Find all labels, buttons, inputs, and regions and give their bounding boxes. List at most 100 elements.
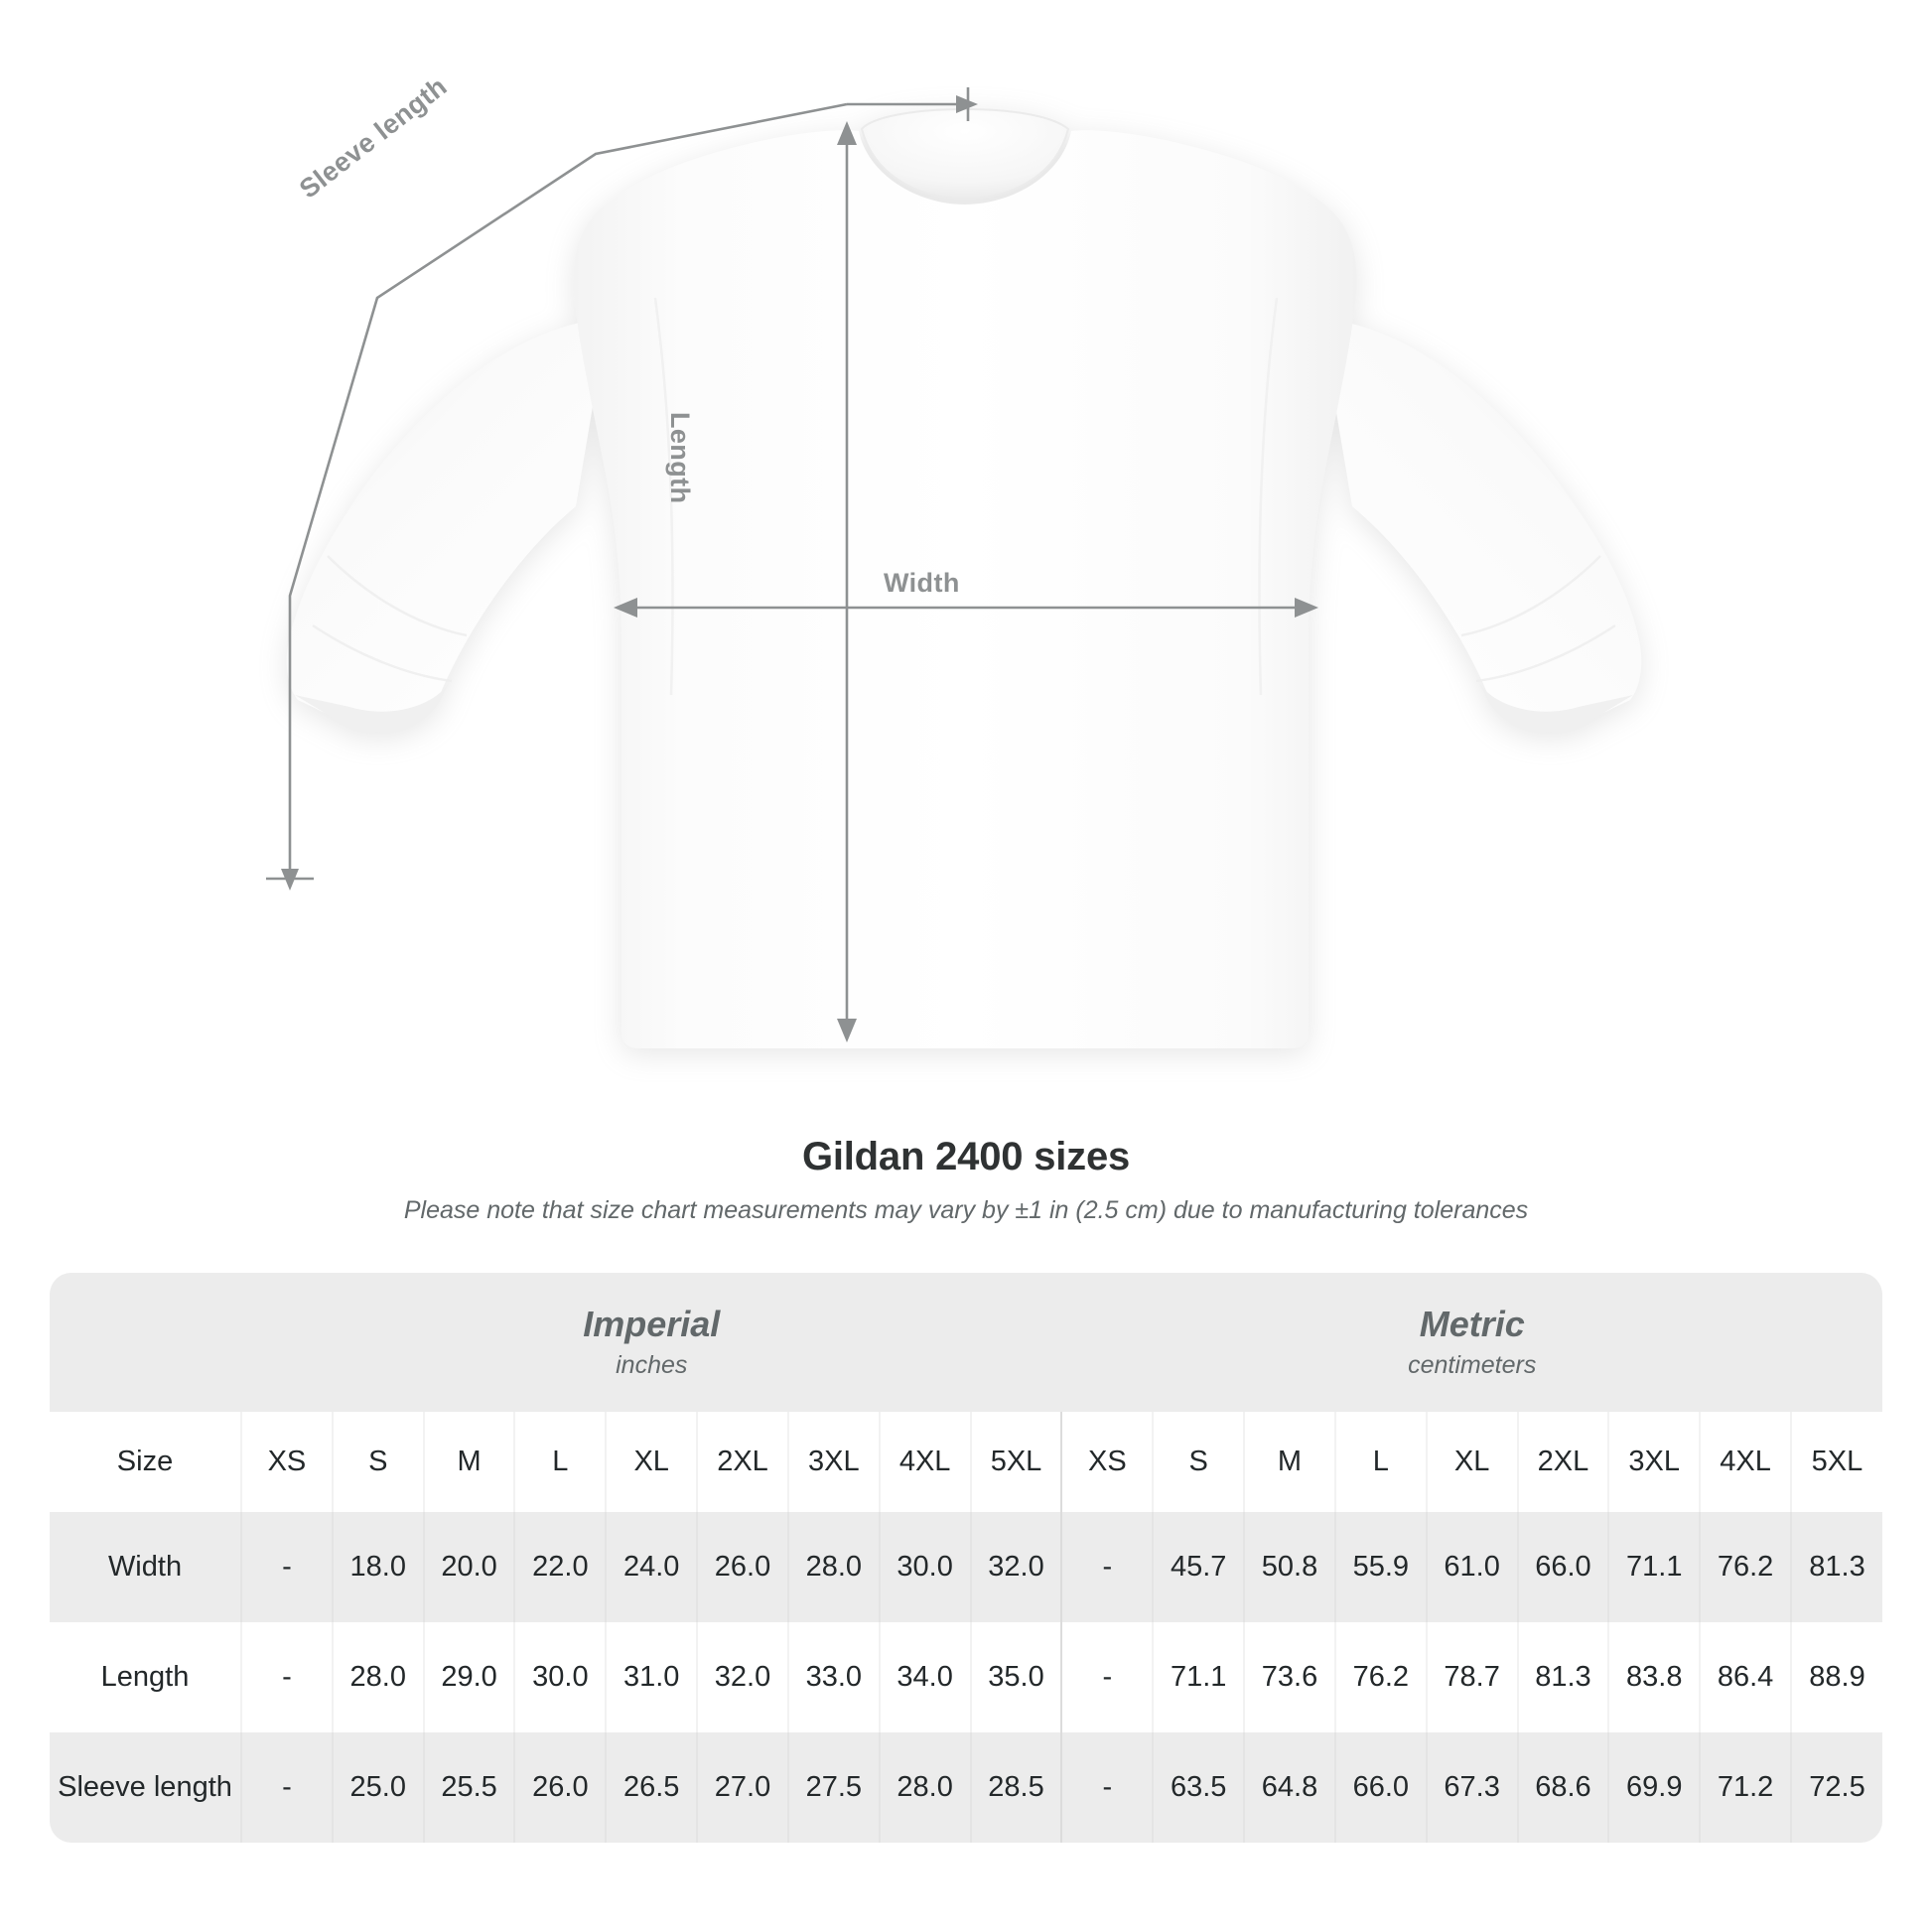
cell-width-2xl-imperial: 26.0 bbox=[697, 1512, 789, 1622]
cell-sleeve-length-4xl-metric: 71.2 bbox=[1700, 1732, 1792, 1843]
cell-sleeve-length-s-metric: 63.5 bbox=[1153, 1732, 1246, 1843]
length-dimension-label: Length bbox=[665, 412, 695, 504]
cell-length-3xl-imperial: 33.0 bbox=[787, 1622, 881, 1732]
size-header-xl-metric: XL bbox=[1426, 1412, 1519, 1512]
cell-width-l-metric: 55.9 bbox=[1334, 1512, 1428, 1622]
size-header-s-imperial: S bbox=[332, 1412, 425, 1512]
cell-sleeve-length-xs-imperial: - bbox=[241, 1732, 334, 1843]
size-header-xs-metric: XS bbox=[1061, 1412, 1155, 1512]
cell-length-5xl-imperial: 35.0 bbox=[970, 1622, 1063, 1732]
size-header-m-metric: M bbox=[1244, 1412, 1336, 1512]
cell-width-l-imperial: 22.0 bbox=[514, 1512, 608, 1622]
cell-length-2xl-metric: 81.3 bbox=[1517, 1622, 1610, 1732]
cell-length-m-metric: 73.6 bbox=[1244, 1622, 1336, 1732]
cell-length-4xl-imperial: 34.0 bbox=[879, 1622, 972, 1732]
size-header-5xl-metric: 5XL bbox=[1790, 1412, 1882, 1512]
cell-width-s-imperial: 18.0 bbox=[332, 1512, 425, 1622]
table-row: Sleeve length -25.0 25.5 26.0 26.5 27.0 27.5 28… bbox=[50, 1732, 1882, 1843]
unit-header-metric: Metric centimeters bbox=[1061, 1273, 1882, 1412]
cell-sleeve-length-3xl-imperial: 27.5 bbox=[787, 1732, 881, 1843]
cell-length-4xl-metric: 86.4 bbox=[1700, 1622, 1792, 1732]
size-header-xl-imperial: XL bbox=[606, 1412, 699, 1512]
table-row: Length -28.0 29.0 30.0 31.0 32.0 33.0 34.0 35.0-… bbox=[50, 1622, 1882, 1732]
cell-sleeve-length-5xl-metric: 72.5 bbox=[1790, 1732, 1882, 1843]
cell-width-s-metric: 45.7 bbox=[1153, 1512, 1246, 1622]
page-title: Gildan 2400 sizes bbox=[801, 1135, 1131, 1178]
fabric-folds bbox=[312, 297, 1616, 696]
cell-sleeve-length-4xl-imperial: 28.0 bbox=[879, 1732, 972, 1843]
dimension-lines bbox=[288, 102, 1309, 1033]
cell-sleeve-length-s-imperial: 25.0 bbox=[332, 1732, 425, 1843]
cell-sleeve-length-m-metric: 64.8 bbox=[1244, 1732, 1336, 1843]
size-header-2xl-imperial: 2XL bbox=[697, 1412, 789, 1512]
width-dimension-label: Width bbox=[884, 568, 960, 598]
cell-length-3xl-metric: 83.8 bbox=[1608, 1622, 1702, 1732]
cell-length-m-imperial: 29.0 bbox=[423, 1622, 516, 1732]
chart-heading: Gildan 2400 sizes Please note that size … bbox=[0, 1134, 1932, 1225]
unit-subtitle: inches bbox=[616, 1351, 688, 1380]
size-header-l-imperial: L bbox=[514, 1412, 608, 1512]
cell-width-2xl-metric: 66.0 bbox=[1517, 1512, 1610, 1622]
cell-sleeve-length-xl-metric: 67.3 bbox=[1426, 1732, 1519, 1843]
size-header-m-imperial: M bbox=[423, 1412, 516, 1512]
long-sleeve-tshirt-illustration bbox=[266, 87, 1642, 1049]
cell-sleeve-length-xs-metric: - bbox=[1061, 1732, 1155, 1843]
cell-length-s-metric: 71.1 bbox=[1153, 1622, 1246, 1732]
size-header-3xl-metric: 3XL bbox=[1608, 1412, 1702, 1512]
cell-length-s-imperial: 28.0 bbox=[332, 1622, 425, 1732]
cell-width-5xl-metric: 81.3 bbox=[1790, 1512, 1882, 1622]
row-label-width: Width bbox=[50, 1512, 243, 1622]
cell-sleeve-length-l-metric: 66.0 bbox=[1334, 1732, 1428, 1843]
size-header-2xl-metric: 2XL bbox=[1517, 1412, 1610, 1512]
size-header-3xl-imperial: 3XL bbox=[787, 1412, 881, 1512]
cell-sleeve-length-5xl-imperial: 28.5 bbox=[970, 1732, 1063, 1843]
cell-length-l-metric: 76.2 bbox=[1334, 1622, 1428, 1732]
row-label-sleeve-length: Sleeve length bbox=[50, 1732, 243, 1843]
cell-length-2xl-imperial: 32.0 bbox=[697, 1622, 789, 1732]
cell-length-l-imperial: 30.0 bbox=[514, 1622, 608, 1732]
cell-length-xl-imperial: 31.0 bbox=[606, 1622, 699, 1732]
cell-width-m-imperial: 20.0 bbox=[423, 1512, 516, 1622]
size-header-row: Size XS S M L XL 2XL 3XL 4XL 5XL XS S M L XL 2XL 3XL 4XL 5… bbox=[50, 1412, 1882, 1512]
cell-sleeve-length-2xl-metric: 68.6 bbox=[1517, 1732, 1610, 1843]
size-header-l-metric: L bbox=[1334, 1412, 1428, 1512]
unit-header-imperial: Imperial inches bbox=[241, 1273, 1062, 1412]
size-header-4xl-imperial: 4XL bbox=[879, 1412, 972, 1512]
cell-length-5xl-metric: 88.9 bbox=[1790, 1622, 1882, 1732]
unit-name: Imperial bbox=[583, 1304, 721, 1345]
cell-length-xl-metric: 78.7 bbox=[1426, 1622, 1519, 1732]
cell-width-4xl-metric: 76.2 bbox=[1700, 1512, 1792, 1622]
cell-width-3xl-metric: 71.1 bbox=[1608, 1512, 1702, 1622]
row-label-length: Length bbox=[50, 1622, 243, 1732]
cell-sleeve-length-m-imperial: 25.5 bbox=[423, 1732, 516, 1843]
unit-subtitle: centimeters bbox=[1408, 1351, 1537, 1380]
cell-width-xs-imperial: - bbox=[241, 1512, 334, 1622]
banner-spacer-cell bbox=[50, 1273, 242, 1412]
cell-sleeve-length-2xl-imperial: 27.0 bbox=[697, 1732, 789, 1843]
cell-width-3xl-imperial: 28.0 bbox=[787, 1512, 881, 1622]
unit-banner-row: Imperial inches Metric centimeters bbox=[50, 1273, 1882, 1412]
sleeve-length-guide bbox=[288, 102, 848, 879]
shirt-body-shape bbox=[286, 107, 1642, 1049]
size-table-container: Imperial inches Metric centimeters Size XS S M L… bbox=[50, 1273, 1882, 1843]
cell-width-4xl-imperial: 30.0 bbox=[879, 1512, 972, 1622]
size-header-5xl-imperial: 5XL bbox=[970, 1412, 1063, 1512]
size-header-xs-imperial: XS bbox=[241, 1412, 334, 1512]
cell-width-5xl-imperial: 32.0 bbox=[970, 1512, 1063, 1622]
cell-sleeve-length-xl-imperial: 26.5 bbox=[606, 1732, 699, 1843]
size-header-label: Size bbox=[50, 1412, 243, 1512]
cell-sleeve-length-3xl-metric: 69.9 bbox=[1608, 1732, 1702, 1843]
cell-width-xl-imperial: 24.0 bbox=[606, 1512, 699, 1622]
cell-width-xs-metric: - bbox=[1061, 1512, 1155, 1622]
cell-length-xs-metric: - bbox=[1061, 1622, 1155, 1732]
size-header-s-metric: S bbox=[1153, 1412, 1246, 1512]
unit-name: Metric bbox=[1419, 1304, 1525, 1345]
cell-sleeve-length-l-imperial: 26.0 bbox=[514, 1732, 608, 1843]
size-header-4xl-metric: 4XL bbox=[1700, 1412, 1792, 1512]
cell-width-xl-metric: 61.0 bbox=[1426, 1512, 1519, 1622]
garment-diagram: Sleeve length Length Width bbox=[266, 71, 1642, 1049]
tolerance-note: Please note that size chart measurements… bbox=[403, 1196, 1529, 1224]
table-row: Width -18.0 20.0 22.0 24.0 26.0 28.0 30.0 32.0-4… bbox=[50, 1512, 1882, 1622]
size-table: Imperial inches Metric centimeters Size XS S M L… bbox=[50, 1273, 1882, 1843]
